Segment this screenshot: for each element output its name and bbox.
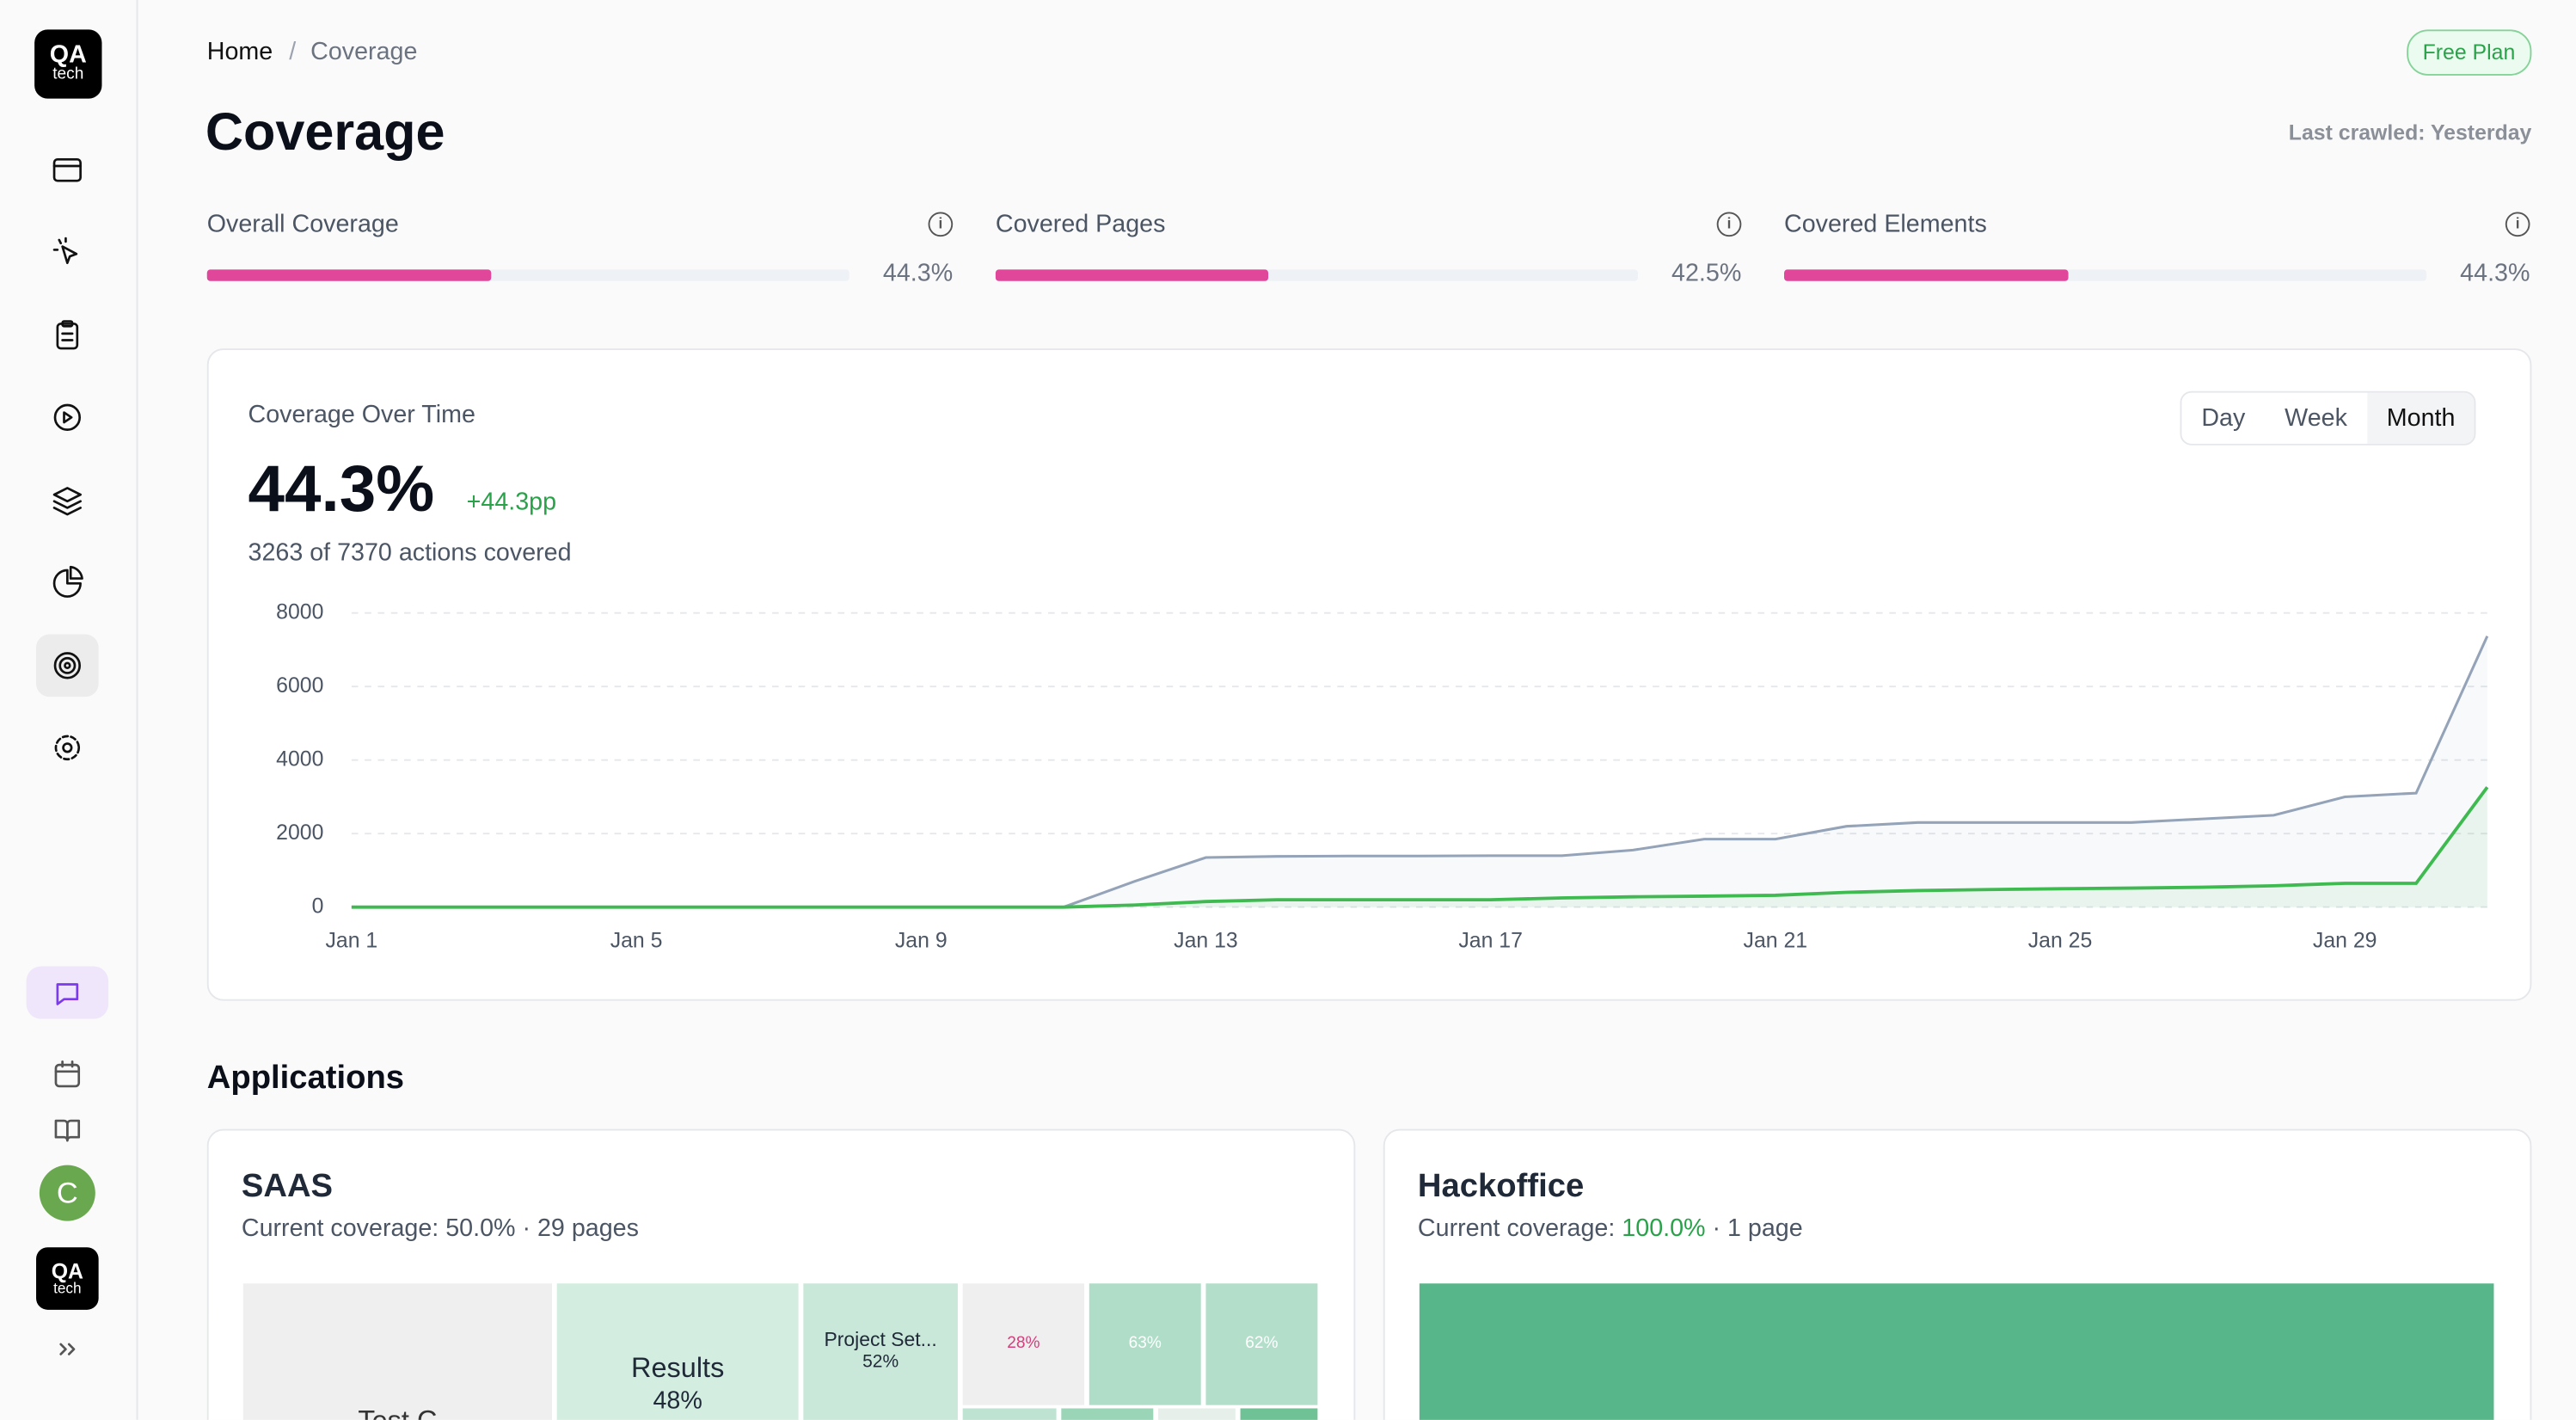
cell-value: 48% bbox=[653, 1386, 702, 1416]
nav-docs[interactable] bbox=[54, 1119, 81, 1142]
breadcrumb-current: Coverage bbox=[310, 37, 418, 66]
nav-layers[interactable] bbox=[52, 487, 82, 516]
cell-name: Project Set... bbox=[824, 1327, 937, 1351]
headline-change: +44.3pp bbox=[466, 488, 557, 516]
chat-button[interactable] bbox=[26, 966, 109, 1019]
series-area bbox=[351, 787, 2487, 907]
summary: 3263 of 7370 actions covered bbox=[248, 538, 572, 568]
range-option[interactable]: Month bbox=[2366, 392, 2475, 444]
nav-icons bbox=[26, 158, 109, 1355]
x-tick-label: Jan 29 bbox=[2313, 929, 2377, 952]
x-tick-label: Jan 5 bbox=[610, 929, 663, 952]
treemap-cell[interactable]: Project Set... 52% bbox=[803, 1283, 958, 1420]
treemap-cell[interactable]: 28% bbox=[962, 1283, 1085, 1405]
plan-badge: Free Plan bbox=[2406, 29, 2532, 76]
metric-label: Overall Coverage bbox=[206, 210, 399, 239]
series-line bbox=[351, 786, 2489, 909]
metric-label: Covered Pages bbox=[995, 210, 1166, 239]
logo[interactable]: QA tech bbox=[34, 29, 102, 99]
range-toggle: Day Week Month bbox=[2180, 390, 2477, 446]
nav-click[interactable] bbox=[52, 237, 78, 265]
nav-browser[interactable] bbox=[52, 158, 82, 182]
page-title: Coverage bbox=[205, 101, 445, 162]
headline: 44.3% bbox=[248, 453, 435, 526]
workspace-logo[interactable]: QA tech bbox=[36, 1247, 99, 1310]
section-title: Applications bbox=[206, 1060, 405, 1097]
breadcrumb-separator: / bbox=[289, 37, 297, 66]
cell-name: Test C bbox=[243, 1405, 552, 1420]
x-tick-label: Jan 13 bbox=[1174, 929, 1238, 952]
y-tick-label: 2000 bbox=[276, 821, 323, 845]
metric-value: 42.5% bbox=[1671, 259, 1742, 288]
coverage-prefix: Current coverage: bbox=[1417, 1214, 1616, 1243]
logo-text: tech bbox=[53, 1280, 82, 1297]
avatar[interactable]: C bbox=[39, 1165, 95, 1221]
app-name: SAAS bbox=[241, 1168, 334, 1205]
nav-selected-bg bbox=[36, 634, 99, 698]
metric-bar bbox=[206, 269, 492, 281]
range-option[interactable]: Week bbox=[2265, 392, 2367, 444]
y-tick-label: 4000 bbox=[276, 747, 323, 771]
last-crawled: Last crawled: Yesterday bbox=[2288, 120, 2532, 145]
metric-value: 44.3% bbox=[882, 259, 954, 288]
treemap-cell[interactable]: Test C bbox=[242, 1283, 552, 1420]
y-tick-label: 8000 bbox=[276, 600, 323, 624]
treemap-cell[interactable] bbox=[1419, 1283, 2494, 1420]
info-icon[interactable]: i bbox=[1716, 212, 1742, 237]
metric-bar bbox=[1784, 269, 2069, 281]
treemap-cell bbox=[962, 1408, 1057, 1420]
metric-value: 44.3% bbox=[2460, 259, 2530, 288]
treemap-cell bbox=[1158, 1408, 1236, 1420]
expand-icon[interactable] bbox=[59, 1343, 76, 1355]
nav-calendar[interactable] bbox=[54, 1060, 81, 1088]
info-icon[interactable]: i bbox=[928, 212, 954, 237]
nav-runs[interactable] bbox=[53, 403, 82, 431]
app-coverage: Current coverage: 50.0% · 29 pages bbox=[242, 1214, 639, 1242]
metric-label: Covered Elements bbox=[1784, 210, 1987, 239]
card-title: Coverage Over Time bbox=[248, 401, 475, 429]
treemap-cell[interactable]: 63% bbox=[1089, 1283, 1201, 1405]
coverage-value: 100.0% bbox=[1622, 1214, 1706, 1243]
nav-reports[interactable] bbox=[52, 565, 83, 598]
app-coverage: Current coverage: 100.0% · 1 page bbox=[1418, 1214, 1803, 1242]
x-tick-label: Jan 17 bbox=[1458, 929, 1523, 952]
nav-settings[interactable] bbox=[54, 735, 81, 761]
x-tick-label: Jan 21 bbox=[1744, 929, 1808, 952]
range-option[interactable]: Day bbox=[2181, 392, 2266, 444]
y-tick-label: 0 bbox=[312, 894, 324, 918]
cell-value: 52% bbox=[862, 1352, 899, 1373]
coverage-prefix: Current coverage: 50.0% bbox=[241, 1214, 516, 1243]
series-area bbox=[351, 636, 2487, 907]
breadcrumb-home[interactable]: Home bbox=[206, 37, 273, 66]
x-tick-label: Jan 25 bbox=[2028, 929, 2093, 952]
logo-text: QA bbox=[51, 1258, 83, 1284]
x-tick-label: Jan 1 bbox=[326, 929, 378, 952]
metric-bar bbox=[995, 269, 1269, 281]
page-count: · 1 page bbox=[1712, 1214, 1803, 1243]
x-tick-label: Jan 9 bbox=[895, 929, 948, 952]
treemap-cell bbox=[1061, 1408, 1154, 1420]
app-name: Hackoffice bbox=[1417, 1168, 1585, 1205]
treemap-cell[interactable]: 62% bbox=[1205, 1283, 1318, 1405]
cell-value: 63% bbox=[1128, 1334, 1162, 1353]
y-tick-label: 6000 bbox=[276, 674, 323, 698]
chat-icon bbox=[56, 983, 79, 1005]
info-icon[interactable]: i bbox=[2505, 212, 2530, 237]
cell-value: 28% bbox=[1007, 1334, 1040, 1353]
nav-tests[interactable] bbox=[56, 320, 79, 350]
logo-text: QA bbox=[49, 40, 87, 70]
cell-value: 62% bbox=[1245, 1334, 1279, 1353]
treemap-cell[interactable]: Results 48% bbox=[556, 1283, 799, 1420]
cell-name: Results bbox=[631, 1352, 725, 1384]
treemap-cell bbox=[1240, 1408, 1318, 1420]
coverage-card bbox=[206, 348, 2532, 1001]
page-count: · 29 pages bbox=[522, 1214, 639, 1243]
logo-text: tech bbox=[52, 65, 84, 84]
nav-coverage[interactable] bbox=[53, 652, 82, 679]
